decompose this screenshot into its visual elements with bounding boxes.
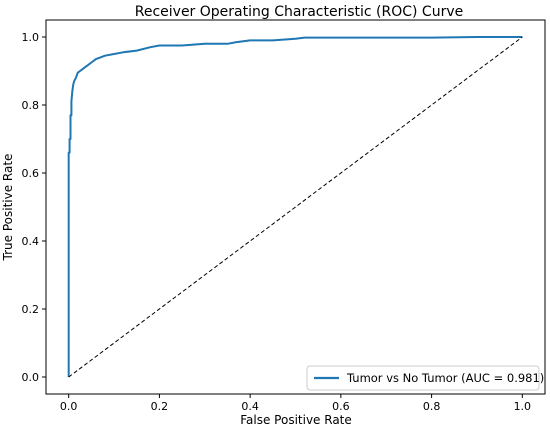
- x-tick-label: 0.0: [60, 400, 78, 413]
- series-layer: [67, 36, 523, 378]
- roc-curve-line: [67, 36, 523, 377]
- y-tick-label: 0.8: [22, 99, 40, 112]
- chart-title: Receiver Operating Characteristic (ROC) …: [135, 4, 464, 20]
- legend: Tumor vs No Tumor (AUC = 0.981): [306, 365, 544, 391]
- y-axis-label: True Positive Rate: [1, 154, 15, 262]
- x-tick-label: 0.4: [241, 400, 259, 413]
- y-tick-label: 1.0: [22, 31, 40, 44]
- legend-label: Tumor vs No Tumor (AUC = 0.981): [346, 371, 544, 385]
- y-tick-label: 0.6: [22, 167, 40, 180]
- x-tick-label: 1.0: [514, 400, 532, 413]
- x-axis-ticks: 0.0 0.2 0.4 0.6 0.8 1.0: [60, 394, 531, 413]
- y-tick-label: 0.0: [22, 371, 40, 384]
- y-tick-label: 0.4: [22, 235, 40, 248]
- legend-box: [306, 365, 540, 391]
- chance-diagonal-line: [68, 36, 523, 378]
- x-axis-label: False Positive Rate: [240, 413, 352, 427]
- x-tick-label: 0.2: [151, 400, 169, 413]
- y-axis-ticks: 0.0 0.2 0.4 0.6 0.8 1.0: [22, 31, 46, 384]
- y-tick-label: 0.2: [22, 303, 40, 316]
- x-tick-label: 0.8: [423, 400, 441, 413]
- x-tick-label: 0.6: [332, 400, 350, 413]
